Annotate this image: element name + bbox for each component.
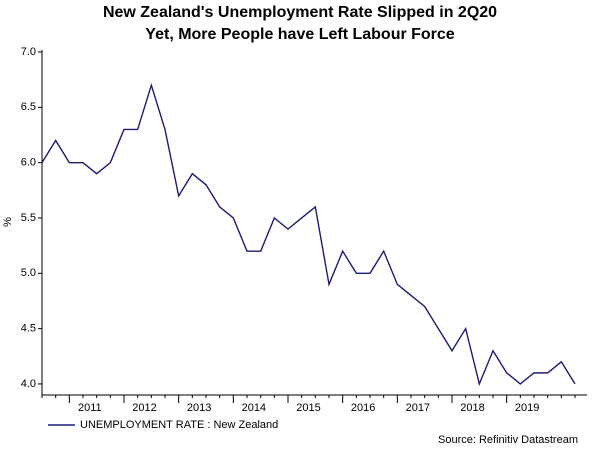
x-tick-label: 2011 <box>78 402 102 414</box>
line <box>41 82 576 387</box>
y-tick-label: 5.0 <box>21 267 36 279</box>
y-tick-label: 6.0 <box>21 157 36 169</box>
legend-label: UNEMPLOYMENT RATE : New Zealand <box>80 419 278 431</box>
chart-title: New Zealand's Unemployment Rate Slipped … <box>103 4 497 21</box>
x-tick-label: 2017 <box>406 402 430 414</box>
x-tick-label: 2013 <box>187 402 211 414</box>
y-tick-label: 5.5 <box>21 212 36 224</box>
x-tick-label: 2018 <box>460 402 484 414</box>
y-axis-label: % <box>2 217 14 227</box>
x-tick-label: 2019 <box>515 402 539 414</box>
x-tick-label: 2014 <box>242 402 266 414</box>
source: Source: Refinitiv Datastream <box>438 434 578 446</box>
y-tick-label: 6.5 <box>21 101 36 113</box>
x-tick-label: 2012 <box>132 402 156 414</box>
chart-title: Yet, More People have Left Labour Force <box>145 26 455 43</box>
x-tick-label: 2016 <box>351 402 375 414</box>
y-tick-label: 4.5 <box>21 323 36 335</box>
y-tick-label: 7.0 <box>21 46 36 58</box>
y-tick-label: 4.0 <box>21 378 36 390</box>
x-tick-label: 2015 <box>296 402 320 414</box>
